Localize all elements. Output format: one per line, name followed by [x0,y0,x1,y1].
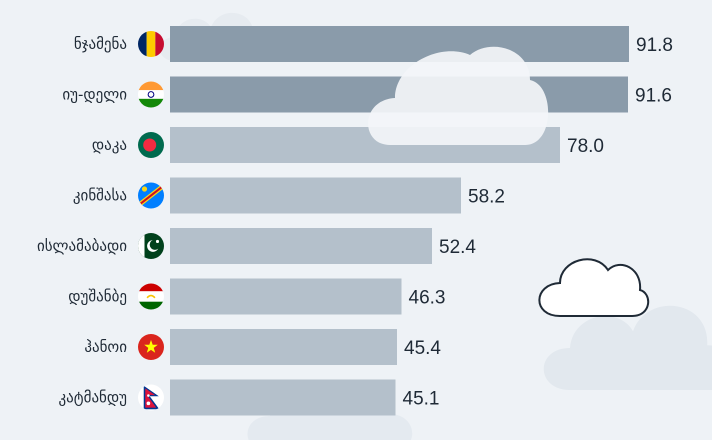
category-label: დუშანბე [68,288,127,306]
bar-row: დუშანბე 46.3 [68,278,446,315]
foreground-clouds [368,46,650,317]
value-label: 52.4 [439,237,476,258]
bar-row: კინშასა 58.2 [73,177,505,214]
value-label: 46.3 [409,288,446,309]
category-label: კატმანდუ [59,389,127,407]
value-label: 45.1 [403,389,440,410]
category-label: დაკა [92,136,127,154]
bar [170,329,397,365]
nepal-flag-icon [138,384,164,411]
value-label: 78.0 [567,136,604,157]
bar-row: ისლამაბადი 52.4 [37,228,476,264]
pakistan-flag-icon [138,233,164,259]
bar [170,228,432,264]
vietnam-flag-icon [138,334,164,360]
bangladesh-flag-icon [138,132,164,158]
category-label: კინშასა [73,187,127,205]
bar-row: კატმანდუ 45.1 [59,379,440,416]
category-label: იუ-დელი [62,86,127,104]
value-label: 58.2 [468,187,505,208]
chad-flag-icon [138,31,164,57]
dr-congo-flag-icon [138,182,164,209]
bar [170,26,629,62]
value-label: 91.8 [636,35,673,56]
category-label: ისლამაბადი [37,237,127,255]
value-label: 91.6 [635,86,672,107]
category-label: ნჯამენა [74,35,127,53]
category-label: ჰანოი [84,338,127,356]
bar-row: იუ-დელი 91.6 [62,76,672,113]
bg-cloud-right [543,305,712,390]
bar [170,278,402,315]
bar-row: ნჯამენა 91.8 [74,26,673,62]
cloud-large [368,46,549,145]
india-flag-icon [138,81,164,108]
cloud-outline-icon [538,258,650,317]
tajikistan-flag-icon [138,283,164,310]
bar [170,177,461,214]
value-label: 45.4 [404,338,441,359]
bar [170,379,396,416]
bar-row: ჰანოი 45.4 [84,329,441,365]
